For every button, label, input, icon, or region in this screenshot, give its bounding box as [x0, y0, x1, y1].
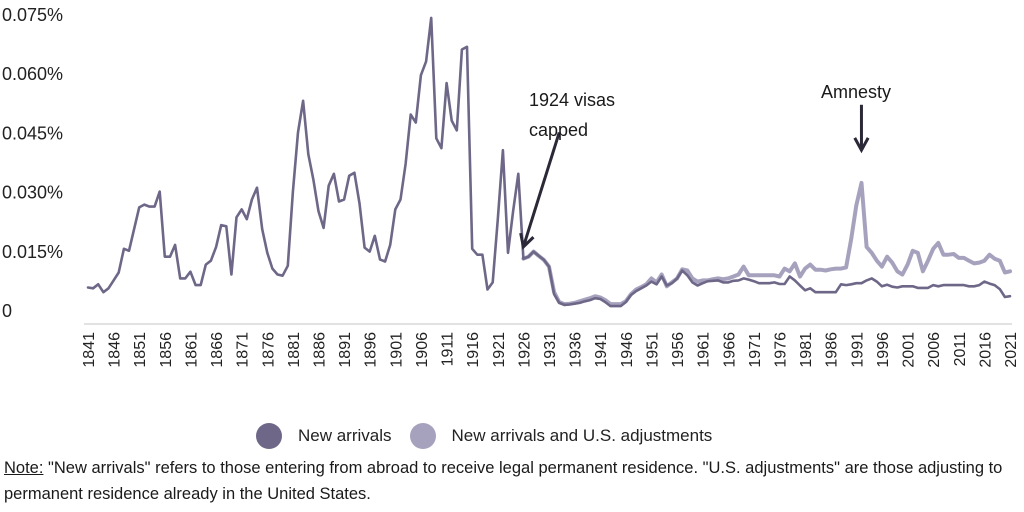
x-tick-label: 1946	[619, 332, 636, 368]
x-tick-label: 1861	[183, 332, 200, 368]
x-tick-label: 1961	[696, 332, 713, 368]
x-tick-label: 1991	[849, 332, 866, 368]
annotation-label: Amnesty	[821, 82, 891, 102]
annotation-label: capped	[529, 120, 588, 140]
x-tick-label: 2016	[977, 332, 994, 368]
x-tick-label: 1981	[798, 332, 815, 368]
x-tick-label: 1911	[440, 332, 457, 367]
x-tick-label: 1841	[81, 332, 98, 368]
x-tick-label: 2011	[952, 332, 969, 367]
x-tick-label: 1971	[747, 332, 764, 368]
x-tick-label: 1866	[209, 332, 226, 368]
x-tick-label: 1941	[593, 332, 610, 368]
x-tick-label: 1851	[132, 332, 149, 368]
x-tick-label: 1936	[568, 332, 585, 368]
x-tick-label: 1891	[337, 332, 354, 368]
x-tick-label: 1926	[516, 332, 533, 368]
legend-item-new-arrivals: New arrivals	[256, 423, 392, 449]
legend-swatch-new-arrivals	[256, 423, 282, 449]
x-tick-label: 1976	[773, 332, 790, 368]
annotations: 1924 visas capped Amnesty	[519, 82, 891, 250]
x-tick-label: 1921	[491, 332, 508, 368]
x-tick-label: 1881	[286, 332, 303, 368]
note-text: "New arrivals" refers to those entering …	[4, 459, 1003, 503]
annotation-arrow-shaft	[521, 131, 561, 248]
x-tick-label: 1906	[414, 332, 431, 368]
x-tick-label: 2006	[926, 332, 943, 368]
x-tick-label: 1986	[824, 332, 841, 368]
y-tick-label: 0.015%	[2, 242, 63, 262]
x-tick-label: 1966	[721, 332, 738, 368]
x-tick-label: 1856	[158, 332, 175, 368]
x-tick-label: 1876	[260, 332, 277, 368]
annotation-label: 1924 visas	[529, 90, 615, 110]
legend-item-new-arrivals-adjustments: New arrivals and U.S. adjustments	[409, 423, 713, 449]
x-tick-label: 1886	[312, 332, 329, 368]
x-tick-label: 1996	[875, 332, 892, 368]
line-chart: 0 0.015% 0.030% 0.045% 0.060% 0.075% 1841 1846…	[2, 5, 1020, 368]
annotation-arrow-head	[519, 232, 535, 250]
legend-swatch-new-arrivals-adjustments	[409, 423, 436, 449]
x-tick-label: 2021	[1003, 332, 1020, 368]
y-tick-label: 0.075%	[2, 5, 63, 25]
y-tick-label: 0.045%	[2, 123, 63, 143]
annotation-arrow-head	[853, 137, 870, 154]
note-label: Note:	[4, 459, 44, 477]
x-tick-label: 1871	[235, 332, 252, 368]
x-tick-label: 1916	[465, 332, 482, 368]
y-tick-label: 0.060%	[2, 64, 63, 84]
x-tick-label: 1901	[388, 332, 405, 368]
series-lines	[86, 16, 1012, 308]
chart-note: Note: "New arrivals" refers to those ent…	[4, 455, 1014, 507]
y-axis-ticks: 0 0.015% 0.030% 0.045% 0.060% 0.075%	[2, 5, 63, 321]
legend-label-new-arrivals-adjustments: New arrivals and U.S. adjustments	[451, 426, 713, 445]
x-tick-label: 1846	[107, 332, 124, 368]
x-tick-label: 1956	[670, 332, 687, 368]
x-tick-label: 1951	[644, 332, 661, 368]
legend: New arrivals New arrivals and U.S. adjus…	[256, 422, 730, 450]
x-axis-ticks: 1841 1846 1851 1856 1861 1866 1871 1876 1881 1886…	[81, 332, 1020, 368]
legend-label-new-arrivals: New arrivals	[298, 426, 392, 445]
y-tick-label: 0	[2, 301, 12, 321]
y-tick-label: 0.030%	[2, 183, 63, 203]
x-tick-label: 1931	[542, 332, 559, 368]
x-tick-label: 2001	[901, 332, 918, 368]
series-line-new-arrivals-adjustments	[521, 180, 1012, 307]
series-line-new-arrivals	[86, 16, 1012, 308]
x-tick-label: 1896	[363, 332, 380, 368]
